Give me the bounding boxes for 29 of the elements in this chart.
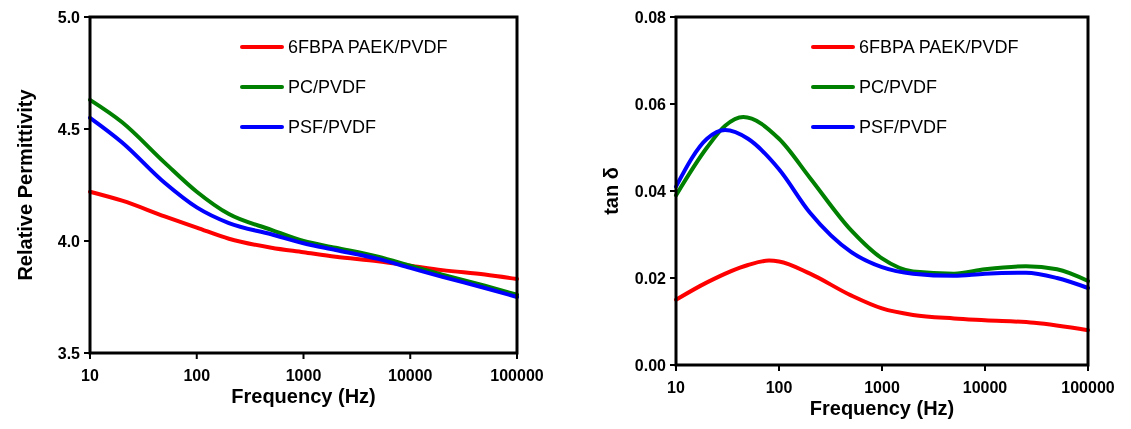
legend-label: PC/PVDF: [859, 77, 938, 98]
y-tick-label: 0.02: [634, 269, 667, 287]
y-tick-label: 0.06: [634, 95, 667, 113]
legend-label: PSF/PVDF: [288, 117, 377, 138]
x-tick-label: 100000: [1061, 379, 1115, 396]
x-tick-label: 100: [183, 367, 211, 384]
x-tick-label: 10: [667, 379, 685, 396]
x-axis-title: Frequency (Hz): [809, 397, 955, 419]
y-axis-title: tan δ: [600, 167, 622, 215]
x-tick-label: 1000: [285, 367, 322, 384]
x-axis-title: Frequency (Hz): [231, 385, 376, 407]
x-tick-label: 10000: [388, 367, 433, 384]
legend-label: 6FBPA PAEK/PVDF: [859, 37, 1019, 58]
y-tick-label: 0.04: [634, 182, 667, 200]
y-tick-label: 0.08: [634, 8, 667, 26]
y-tick-label: 0.00: [634, 356, 667, 374]
y-tick-label: 4.0: [57, 232, 81, 250]
legend-label: PSF/PVDF: [859, 117, 948, 138]
y-tick-label: 5.0: [57, 8, 81, 26]
x-tick-label: 100000: [490, 367, 544, 384]
legend-label: PC/PVDF: [288, 77, 367, 98]
y-tick-label: 3.5: [57, 344, 81, 362]
y-axis-title: Relative Permittivity: [14, 88, 36, 281]
y-tick-label: 4.5: [57, 120, 81, 138]
x-tick-label: 10: [81, 367, 99, 384]
x-tick-label: 1000: [864, 379, 900, 396]
legend-label: 6FBPA PAEK/PVDF: [288, 37, 448, 58]
x-tick-label: 10000: [962, 379, 1008, 396]
x-tick-label: 100: [765, 379, 793, 396]
